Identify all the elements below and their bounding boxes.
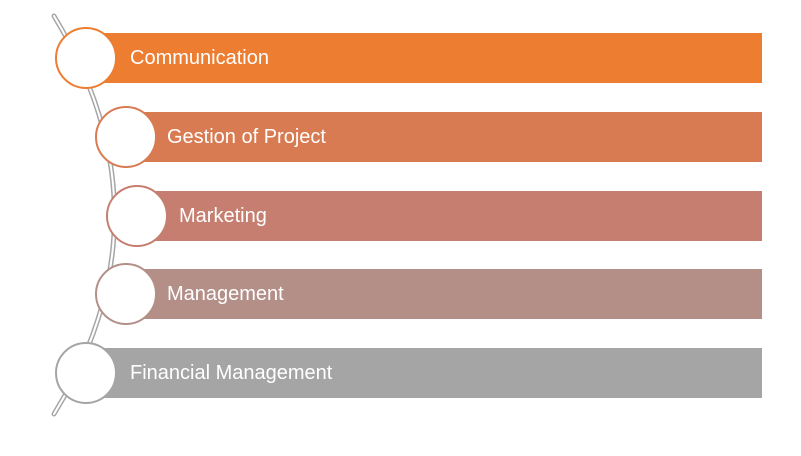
list-item-marker-circle [55,342,117,404]
list-item-marker-circle [55,27,117,89]
list-item-band: Financial Management [85,348,762,398]
list-item-marker-circle [95,106,157,168]
list-item-label: Financial Management [130,361,333,384]
list-item-band: Marketing [136,191,762,241]
list-item-band: Management [125,269,762,319]
list-item-label: Communication [130,46,269,69]
list-item-marker-circle [95,263,157,325]
list-item-band: Communication [85,33,762,83]
list-item-label: Marketing [179,204,267,227]
list-item-label: Gestion of Project [167,125,326,148]
list-item-marker-circle [106,185,168,247]
list-item-band: Gestion of Project [125,112,762,162]
list-item-label: Management [167,282,284,305]
